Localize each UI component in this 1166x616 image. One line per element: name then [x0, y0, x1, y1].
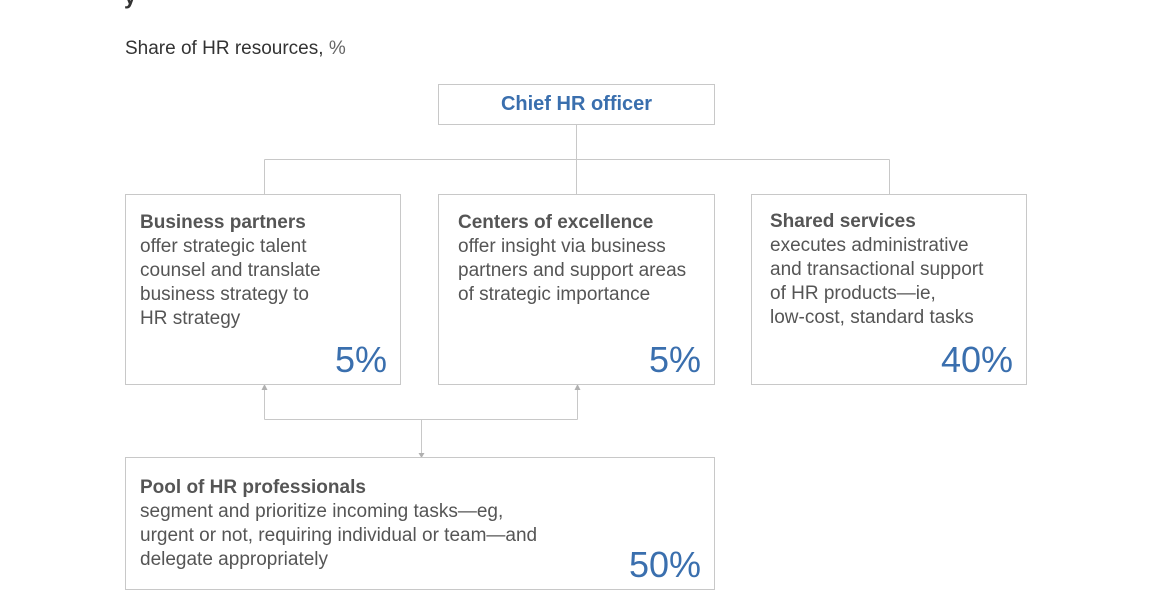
arrowhead-pool-down — [418, 453, 425, 458]
chart-subtitle: Share of HR resources, % — [125, 38, 346, 60]
pool-text: Pool of HR professionals segment and pri… — [140, 476, 702, 572]
centers-of-excellence-share: 5% — [648, 339, 701, 380]
pool-of-hr-professionals-box: Pool of HR professionals segment and pri… — [125, 457, 715, 590]
shared-services-line: low-cost, standard tasks — [770, 307, 974, 328]
business-partners-text: Business partners offer strategic talent… — [140, 211, 388, 331]
business-partners-line: offer strategic talent — [140, 236, 307, 257]
cut-off-title: y — [124, 0, 136, 10]
shared-services-line: and transactional support — [770, 259, 984, 280]
pool-line: urgent or not, requiring individual or t… — [140, 525, 538, 546]
pool-line: delegate appropriately — [140, 549, 329, 570]
centers-of-excellence-title: Centers of excellence — [458, 212, 654, 233]
centers-of-excellence-text: Centers of excellence offer insight via … — [458, 211, 702, 307]
shared-services-text: Shared services executes administrative … — [770, 210, 1014, 330]
subtitle-unit: % — [328, 38, 346, 59]
pool-title: Pool of HR professionals — [140, 477, 366, 498]
pool-share: 50% — [628, 544, 701, 585]
shared-services-line: of HR products—ie, — [770, 283, 936, 304]
centers-of-excellence-box: Centers of excellence offer insight via … — [438, 194, 715, 385]
business-partners-share: 5% — [334, 339, 387, 380]
subtitle-text: Share of HR resources, — [125, 38, 324, 59]
business-partners-line: counsel and translate — [140, 260, 321, 281]
shared-services-line: executes administrative — [770, 235, 969, 256]
centers-of-excellence-line: of strategic importance — [458, 284, 651, 305]
shared-services-box: Shared services executes administrative … — [751, 194, 1027, 385]
arrowhead-right-up — [574, 384, 581, 390]
business-partners-line: HR strategy — [140, 308, 241, 329]
chief-hr-officer-box: Chief HR officer — [438, 84, 715, 125]
business-partners-title: Business partners — [140, 212, 306, 233]
business-partners-box: Business partners offer strategic talent… — [125, 194, 401, 385]
arrowhead-left-up — [261, 384, 268, 390]
pool-line: segment and prioritize incoming tasks—eg… — [140, 501, 504, 522]
business-partners-line: business strategy to — [140, 284, 309, 305]
shared-services-share: 40% — [940, 339, 1013, 380]
shared-services-title: Shared services — [770, 211, 916, 232]
centers-of-excellence-line: partners and support areas — [458, 260, 687, 281]
centers-of-excellence-line: offer insight via business — [458, 236, 666, 257]
